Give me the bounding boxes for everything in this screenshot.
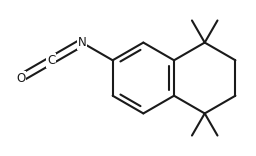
Text: C: C: [47, 54, 55, 67]
Text: O: O: [16, 71, 25, 85]
Text: N: N: [78, 36, 86, 49]
